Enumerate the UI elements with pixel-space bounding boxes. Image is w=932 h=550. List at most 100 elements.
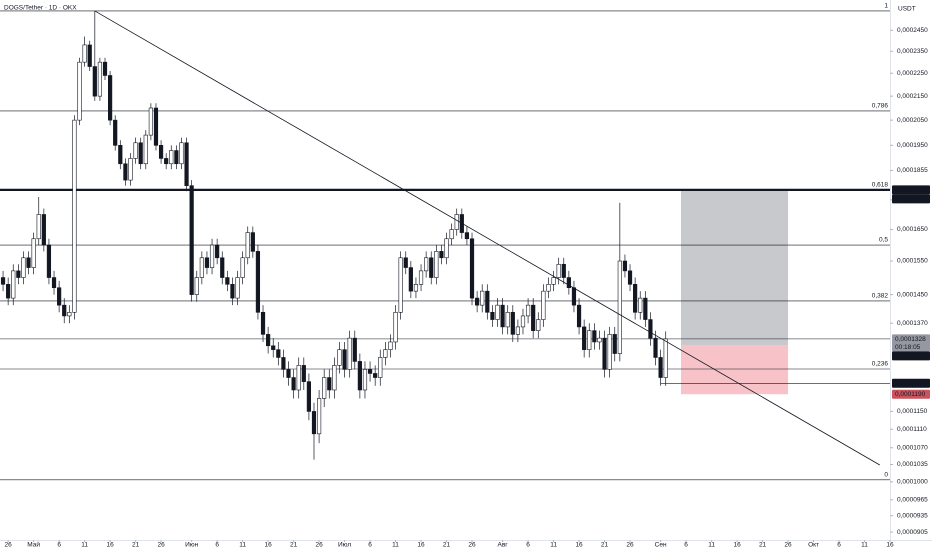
candle-body — [485, 290, 490, 313]
candle-body — [87, 44, 92, 67]
candle-body — [271, 345, 276, 350]
candle-body — [133, 142, 138, 159]
price-label-timer: 00:18:05 — [895, 344, 921, 351]
x-tick-label: 21 — [290, 542, 298, 549]
x-tick-label: Авг — [498, 542, 509, 549]
price-label-box — [892, 351, 930, 361]
candle-body — [337, 349, 342, 366]
price-label: 0,0001311 — [895, 353, 926, 360]
candle-body — [128, 158, 133, 181]
candle-body — [393, 312, 398, 343]
y-tick-label: 0,0001650 — [897, 226, 928, 233]
candle-body — [607, 334, 612, 370]
candle-body — [408, 267, 413, 292]
candle-body — [490, 312, 495, 320]
x-tick-label: Окт — [808, 542, 819, 549]
x-tick-label: 6 — [837, 542, 841, 549]
y-tick-label: 0,0001150 — [897, 408, 928, 415]
candle-body — [653, 337, 658, 358]
price-label-box — [892, 378, 930, 388]
candle-body — [597, 337, 602, 343]
candle-body — [388, 341, 393, 350]
candle-body — [250, 232, 255, 252]
candle-body — [260, 312, 266, 335]
candle-body — [82, 44, 87, 63]
candle-body — [113, 119, 118, 146]
candle-body — [138, 142, 143, 165]
x-tick-label: 11 — [239, 542, 246, 549]
candle-body — [118, 145, 123, 165]
x-tick-label: 16 — [733, 542, 741, 549]
candle-body — [475, 297, 480, 306]
candle-body — [286, 369, 291, 378]
candle-body — [51, 277, 57, 289]
x-tick-label: Июл — [338, 542, 351, 549]
y-tick-label: 0,0001035 — [897, 461, 928, 468]
x-tick-label: 26 — [5, 542, 13, 549]
candle-body — [72, 119, 77, 313]
y-tick-label: 0,0001550 — [897, 258, 928, 265]
candle-body — [255, 251, 261, 313]
candle-body — [602, 337, 607, 370]
candle-body — [638, 297, 643, 313]
y-axis-label: USDT — [898, 6, 916, 13]
candle-body — [204, 257, 210, 268]
candle-body — [266, 334, 271, 347]
candle-body — [525, 304, 531, 317]
x-tick-label: Сен — [655, 542, 667, 549]
y-tick-label: 0,0001070 — [897, 444, 928, 451]
price-label-box — [892, 185, 930, 195]
x-tick-label: Июн — [185, 542, 199, 549]
x-tick-label: 11 — [861, 542, 868, 549]
candle-body — [587, 330, 592, 350]
y-tick-label: 0,0002150 — [897, 93, 928, 100]
price-label-box — [892, 334, 930, 352]
candle-body — [230, 284, 235, 299]
candle-body — [357, 361, 362, 391]
candle-body — [536, 319, 541, 331]
fib-level-label: 0,382 — [872, 293, 889, 300]
candle-body — [352, 337, 357, 362]
y-tick-label: 0,0000965 — [897, 497, 928, 504]
fib-level-label: 0,5 — [879, 237, 888, 244]
candle-body — [296, 365, 301, 391]
candle-body — [235, 277, 240, 299]
candle-body — [551, 277, 556, 285]
y-tick-label: 0,0001950 — [897, 142, 928, 149]
candle-body — [424, 257, 429, 272]
candle-body — [209, 244, 215, 268]
fib-level-label: 1 — [884, 3, 888, 10]
candle-body — [571, 287, 577, 306]
candle-body — [418, 270, 424, 285]
candle-body — [663, 338, 668, 378]
candle-body — [67, 312, 72, 317]
x-tick-label: 21 — [443, 542, 451, 549]
candle-body — [306, 381, 312, 412]
x-tick-label: 26 — [157, 542, 165, 549]
candle-body — [143, 134, 148, 165]
price-label-box — [892, 194, 930, 204]
x-tick-label: 16 — [106, 542, 114, 549]
candle-body — [179, 142, 184, 165]
candle-body — [6, 284, 11, 299]
x-tick-label: 26 — [315, 542, 323, 549]
x-tick-label: 21 — [759, 542, 767, 549]
candle-body — [245, 232, 250, 259]
candle-body — [643, 297, 648, 320]
y-tick-label: 0,0000905 — [897, 529, 928, 536]
candle-body — [11, 270, 16, 299]
candle-body — [174, 150, 179, 165]
candle-body — [291, 377, 296, 391]
x-tick-label: 16 — [575, 542, 583, 549]
candle-body — [215, 244, 220, 259]
y-tick-label: 0,0000935 — [897, 512, 928, 519]
candle-body — [322, 377, 327, 399]
y-tick-label: 0,0001370 — [897, 320, 928, 327]
candle-body — [566, 277, 571, 289]
candle-body — [633, 284, 638, 313]
x-tick-label: 6 — [368, 542, 372, 549]
x-tick-label: 11 — [81, 542, 88, 549]
candle-body — [515, 326, 520, 335]
